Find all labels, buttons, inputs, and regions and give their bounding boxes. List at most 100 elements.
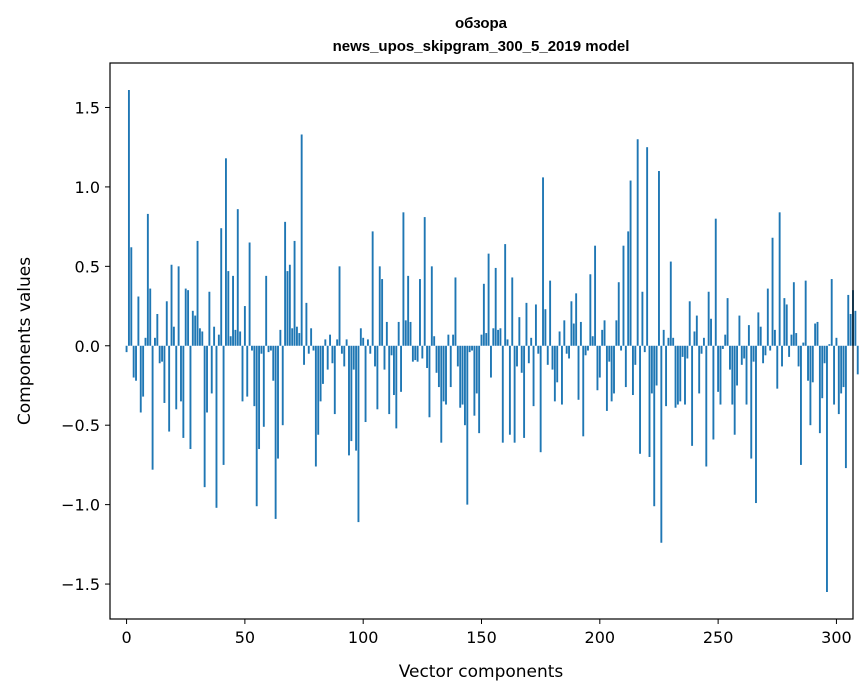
x-tick-label: 50 [235, 628, 255, 647]
bar-113 [393, 345, 395, 396]
bar-269 [762, 345, 765, 364]
bar-258 [736, 345, 738, 386]
bar-109 [383, 345, 386, 370]
bar-23 [180, 345, 182, 402]
bar-239 [691, 345, 694, 446]
y-tick-label: 0.5 [75, 257, 100, 276]
bar-250 [717, 345, 720, 392]
bar-110 [385, 321, 388, 346]
bar-91 [340, 345, 343, 354]
bar-274 [773, 329, 776, 346]
bar-77 [307, 345, 310, 354]
bar-28 [191, 310, 194, 346]
bar-151 [482, 283, 485, 346]
bar-275 [776, 345, 779, 389]
bar-236 [684, 345, 686, 405]
x-tick-label: 0 [121, 628, 131, 647]
bar-139 [454, 277, 457, 346]
bar-95 [350, 345, 353, 442]
bar-282 [792, 282, 795, 346]
bar-293 [818, 345, 821, 434]
bar-251 [719, 345, 722, 405]
bar-170 [527, 345, 530, 364]
bar-55 [255, 345, 258, 507]
bar-216 [636, 139, 639, 346]
bar-286 [802, 342, 805, 346]
bar-242 [698, 345, 701, 394]
bar-231 [672, 337, 675, 346]
bar-16 [163, 345, 166, 403]
bar-141 [459, 345, 462, 408]
bar-43 [227, 271, 230, 346]
bar-96 [352, 345, 355, 370]
bar-68 [286, 271, 289, 346]
bar-189 [572, 323, 575, 346]
bar-62 [272, 345, 275, 381]
bar-185 [563, 320, 566, 346]
bar-63 [274, 345, 277, 519]
bar-39 [217, 334, 220, 346]
bar-119 [407, 275, 410, 346]
bar-143 [463, 345, 466, 426]
bar-238 [688, 301, 691, 346]
bar-169 [525, 302, 528, 346]
x-axis-ticks: 0 50 100 150 200 250 300 [121, 619, 852, 647]
bar-207 [615, 320, 618, 346]
bar-162 [508, 345, 511, 435]
bar-122 [414, 345, 417, 361]
bar-306 [849, 313, 852, 346]
bar-228 [665, 345, 668, 407]
bar-76 [305, 302, 308, 346]
bar-159 [501, 345, 504, 443]
bar-79 [312, 345, 315, 351]
bar-193 [582, 345, 585, 437]
bar-101 [364, 345, 367, 423]
bar-203 [605, 345, 608, 411]
bar-57 [260, 345, 263, 354]
bar-305 [847, 294, 850, 346]
bar-90 [338, 266, 341, 346]
bar-292 [816, 321, 819, 346]
bar-184 [561, 345, 563, 405]
bar-67 [284, 221, 287, 346]
bar-97 [355, 345, 358, 451]
bar-8 [144, 337, 147, 346]
bar-234 [679, 345, 682, 402]
bar-155 [492, 328, 495, 346]
bar-37 [213, 326, 216, 346]
bar-309 [856, 345, 859, 375]
bar-105 [374, 345, 376, 367]
bar-118 [404, 320, 407, 346]
bar-136 [447, 334, 450, 346]
bar-220 [646, 147, 649, 346]
bar-201 [601, 329, 604, 346]
bar-18 [168, 345, 171, 432]
bar-298 [830, 279, 833, 346]
bar-15 [161, 345, 163, 362]
bar-124 [419, 279, 421, 346]
bar-41 [222, 345, 225, 465]
bar-99 [359, 328, 362, 346]
bar-25 [184, 288, 187, 346]
bar-115 [397, 321, 400, 346]
bar-281 [790, 334, 793, 346]
bar-30 [196, 240, 199, 346]
bar-213 [629, 180, 632, 346]
bar-85 [326, 345, 329, 370]
bar-34 [206, 345, 208, 413]
bar-167 [520, 345, 523, 373]
bar-65 [279, 329, 282, 346]
bar-81 [317, 345, 320, 435]
bar-134 [442, 345, 445, 402]
bar-126 [423, 217, 426, 346]
bar-291 [814, 323, 817, 346]
bar-131 [435, 345, 438, 373]
bar-86 [329, 334, 331, 346]
bar-40 [220, 228, 223, 346]
bar-271 [766, 288, 769, 346]
bar-145 [468, 345, 471, 353]
bar-178 [546, 345, 549, 365]
bar-289 [809, 345, 812, 426]
bar-9 [146, 213, 149, 346]
bar-278 [783, 298, 786, 346]
